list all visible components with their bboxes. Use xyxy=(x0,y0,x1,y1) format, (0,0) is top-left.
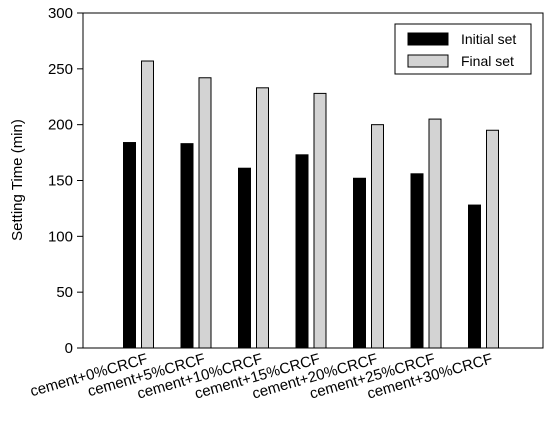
legend-swatch-final xyxy=(407,54,449,68)
initial-set-bar-2 xyxy=(238,167,251,349)
legend-label-initial: Initial set xyxy=(461,31,516,47)
y-tick-label-5: 250 xyxy=(48,61,73,78)
initial-set-bar-4 xyxy=(353,177,366,349)
initial-set-bar-5 xyxy=(410,173,424,349)
y-tick-label-3: 150 xyxy=(48,173,73,190)
y-tick-label-6: 300 xyxy=(48,5,73,22)
y-tick-label-1: 50 xyxy=(56,284,73,301)
final-set-bar-6 xyxy=(486,129,499,349)
final-set-bar-4 xyxy=(371,124,384,349)
y-axis-title: Setting Time (min) xyxy=(9,119,26,241)
final-set-bar-3 xyxy=(313,92,327,349)
final-set-bar-5 xyxy=(428,118,442,349)
axes-group: cement+0%CRCFcement+5%CRCFcement+10%CRCF… xyxy=(28,5,544,403)
initial-set-bar-0 xyxy=(123,142,136,349)
final-set-bar-0 xyxy=(141,60,154,349)
initial-set-bar-3 xyxy=(295,154,309,349)
initial-set-bar-1 xyxy=(180,143,194,349)
y-tick-label-2: 100 xyxy=(48,228,73,245)
bars-group xyxy=(123,60,499,349)
y-tick-label-4: 200 xyxy=(48,117,73,134)
final-set-bar-2 xyxy=(256,87,269,349)
y-tick-label-0: 0 xyxy=(65,340,73,357)
final-set-bar-1 xyxy=(198,77,212,349)
legend-swatch-initial xyxy=(407,32,449,46)
legend: Initial set Final set xyxy=(394,23,532,75)
initial-set-bar-6 xyxy=(468,204,481,349)
legend-label-final: Final set xyxy=(461,53,514,69)
